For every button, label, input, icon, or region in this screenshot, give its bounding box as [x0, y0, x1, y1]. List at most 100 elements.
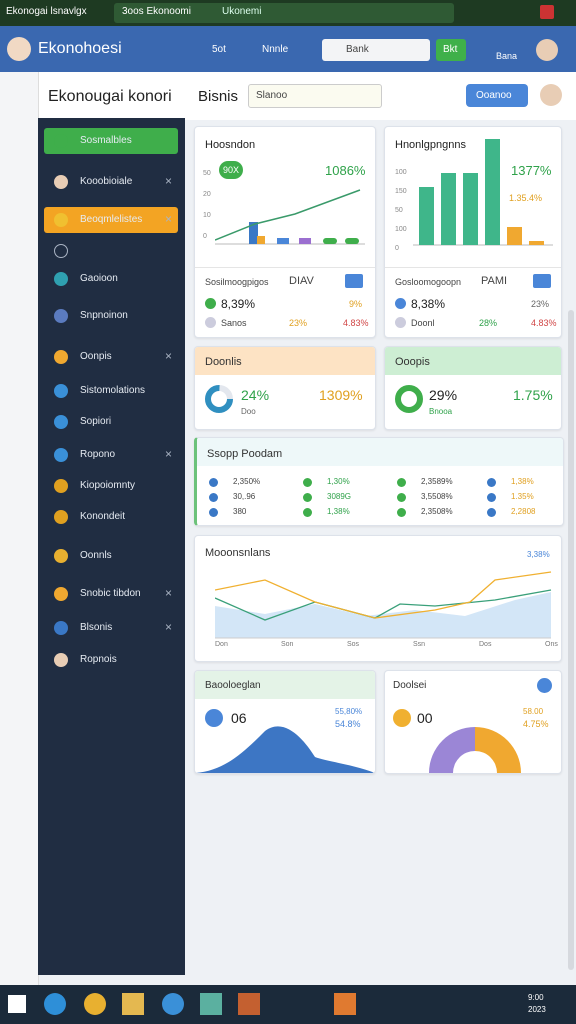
card-value: 06 [231, 710, 247, 726]
row-icon [395, 317, 406, 328]
start-button[interactable] [8, 995, 26, 1013]
sidebar-item[interactable]: Snobic tibdon × [44, 581, 178, 607]
stat: 54.8% [335, 719, 361, 729]
search-box[interactable] [322, 39, 430, 61]
x-label: Dos [479, 641, 492, 648]
badge [219, 161, 243, 179]
sidebar-item[interactable]: Ropnois [44, 647, 178, 673]
taskbar: 9:00 2023 [0, 985, 576, 1024]
card-sub: 1.35.4% [509, 193, 543, 203]
card-value: 24% [241, 387, 270, 403]
app-icon[interactable] [238, 993, 260, 1015]
page-title: Ekonougai konori [48, 88, 172, 105]
app-icon[interactable] [334, 993, 356, 1015]
item-close[interactable]: × [164, 447, 172, 461]
scrollbar[interactable] [568, 310, 574, 970]
item-close[interactable]: × [164, 349, 172, 363]
check-icon[interactable] [537, 678, 552, 693]
item-close[interactable]: × [164, 212, 172, 226]
tab[interactable]: Ekonogai lsnavlgx [6, 6, 87, 17]
app-icon[interactable] [122, 993, 144, 1015]
sidebar-item[interactable]: Gaoioon [44, 266, 178, 292]
sidebar-item[interactable]: Beoqmlelistes × [44, 207, 178, 233]
icon-rail [0, 72, 39, 985]
footer-tag: PAMI [481, 275, 508, 287]
row-value: 4.83% [343, 318, 369, 328]
toolbar: Ekonougai konori Bisnis Slanoo Ooanoo [0, 72, 576, 120]
cell-icon [397, 508, 406, 517]
cell-icon [209, 493, 218, 502]
axis-label: 20 [203, 191, 211, 198]
item-label: Gaoioon [80, 273, 118, 284]
sidebar-item[interactable]: Snpnoinon [44, 303, 178, 329]
cell-value: 1,30% [327, 477, 350, 486]
header-button[interactable] [436, 39, 466, 61]
item-label: Oonnls [80, 550, 112, 561]
item-close[interactable]: × [164, 174, 172, 188]
item-label: Ropono [80, 449, 116, 460]
sidebar-item[interactable]: Oonnls [44, 543, 178, 569]
sidebar-item[interactable]: Konondeit [44, 504, 178, 530]
item-icon [54, 134, 68, 148]
nav-link[interactable]: 5ot [212, 44, 226, 55]
app-header: Ekonohoesi 5ot Nnnle Bank Bkt Bana [0, 26, 576, 72]
item-close[interactable]: × [164, 586, 172, 600]
trend-card: Mooonsnlans 3,38% Don Son Sos Ssn Dos Ons [194, 535, 562, 662]
app-title: Ekonohoesi [38, 40, 122, 57]
item-close[interactable]: × [164, 620, 172, 634]
cell-value: 30,.96 [233, 492, 256, 501]
app-icon[interactable] [44, 993, 66, 1015]
axis-label: 50 [203, 170, 211, 177]
sidebar-item[interactable]: Kooobioiale × [44, 169, 178, 195]
address-bar[interactable] [114, 3, 454, 23]
card-title: Ooopis [395, 356, 430, 368]
sidebar-item[interactable]: Kiopoiomnty [44, 473, 178, 499]
sidebar: Sosmalbles Kooobioiale × Beoqmlelistes × Gaoi… [38, 118, 185, 975]
item-label: Konondeit [80, 511, 126, 522]
cell-icon [397, 478, 406, 487]
header-button-text: Bkt [443, 44, 458, 55]
cell-value: 2,2808 [511, 507, 536, 516]
sidebar-item[interactable]: Oonpis × [44, 344, 178, 370]
item-icon [54, 479, 68, 493]
app-icon[interactable] [200, 993, 222, 1015]
stat-card: Ooopis 29% Bnooa 1.75% [384, 346, 562, 430]
close-button[interactable] [540, 5, 554, 19]
tab[interactable]: Ukonemi [222, 6, 262, 17]
footer-title: Gosloomogoopn [395, 277, 462, 287]
x-label: Don [215, 641, 228, 648]
card-side-value: 1309% [319, 387, 363, 403]
nav-link[interactable]: Nnnle [262, 44, 289, 55]
item-icon [54, 510, 68, 524]
x-label: Sos [347, 641, 360, 648]
card-header [385, 347, 561, 375]
axis-label: 100 [395, 169, 407, 176]
growth-card: Hnonlgpngnns 1377% 1.35.4% 100 150 50 100 0 … [384, 126, 562, 338]
sidebar-item[interactable]: Sopiori [44, 409, 178, 435]
app-icon[interactable] [84, 993, 106, 1015]
sidebar-item[interactable] [44, 238, 178, 264]
dropdown[interactable] [248, 84, 382, 108]
axis-label: 0 [395, 245, 399, 252]
donut [395, 385, 423, 413]
item-label: Oonpis [80, 351, 112, 362]
sidebar-item[interactable]: Ropono × [44, 442, 178, 468]
axis-label: 10 [203, 212, 211, 219]
user-name[interactable]: Bana [496, 51, 518, 61]
sidebar-item[interactable]: Sistomolations [44, 378, 178, 404]
primary-button[interactable] [466, 84, 528, 107]
row-label: Sanos [221, 318, 247, 328]
card-side-value: 1.75% [513, 387, 553, 403]
app-icon[interactable] [162, 993, 184, 1015]
row-value: 23% [531, 299, 550, 309]
row-value: 8,39% [221, 297, 256, 311]
tab[interactable]: 3oos Ekonoomi [122, 6, 191, 17]
card-value: 00 [417, 710, 433, 726]
row-icon [395, 298, 406, 309]
cell-value: 1.35% [511, 492, 534, 501]
sidebar-item[interactable]: Sosmalbles [44, 128, 178, 154]
sidebar-item[interactable]: Blsonis × [44, 615, 178, 641]
x-label: Son [281, 641, 294, 648]
cell-icon [487, 508, 496, 517]
cell-value: 380 [233, 507, 247, 516]
